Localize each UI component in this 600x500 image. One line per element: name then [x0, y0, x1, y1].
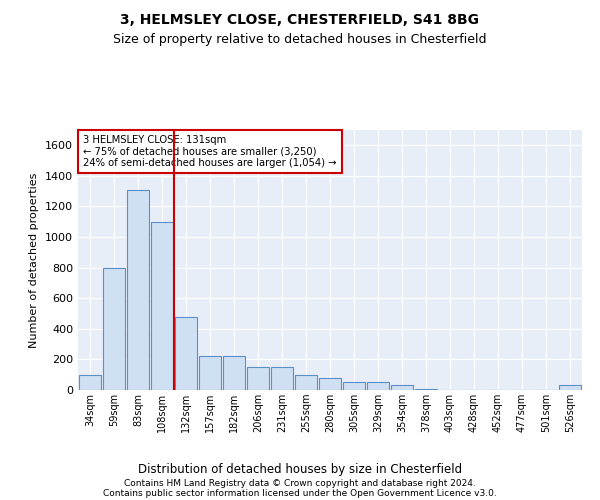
- Bar: [343, 382, 365, 390]
- Text: Distribution of detached houses by size in Chesterfield: Distribution of detached houses by size …: [138, 462, 462, 475]
- Bar: [391, 386, 413, 390]
- Bar: [175, 316, 197, 390]
- Bar: [127, 190, 149, 390]
- Bar: [79, 374, 101, 390]
- Text: 3, HELMSLEY CLOSE, CHESTERFIELD, S41 8BG: 3, HELMSLEY CLOSE, CHESTERFIELD, S41 8BG: [121, 12, 479, 26]
- Bar: [295, 374, 317, 390]
- Bar: [103, 268, 125, 390]
- Bar: [415, 389, 437, 390]
- Text: Contains public sector information licensed under the Open Government Licence v3: Contains public sector information licen…: [103, 489, 497, 498]
- Text: 3 HELMSLEY CLOSE: 131sqm
← 75% of detached houses are smaller (3,250)
24% of sem: 3 HELMSLEY CLOSE: 131sqm ← 75% of detach…: [83, 135, 337, 168]
- Bar: [151, 222, 173, 390]
- Bar: [367, 382, 389, 390]
- Text: Size of property relative to detached houses in Chesterfield: Size of property relative to detached ho…: [113, 32, 487, 46]
- Bar: [199, 356, 221, 390]
- Y-axis label: Number of detached properties: Number of detached properties: [29, 172, 40, 348]
- Bar: [559, 386, 581, 390]
- Bar: [319, 378, 341, 390]
- Bar: [223, 356, 245, 390]
- Bar: [247, 367, 269, 390]
- Bar: [271, 367, 293, 390]
- Text: Contains HM Land Registry data © Crown copyright and database right 2024.: Contains HM Land Registry data © Crown c…: [124, 479, 476, 488]
